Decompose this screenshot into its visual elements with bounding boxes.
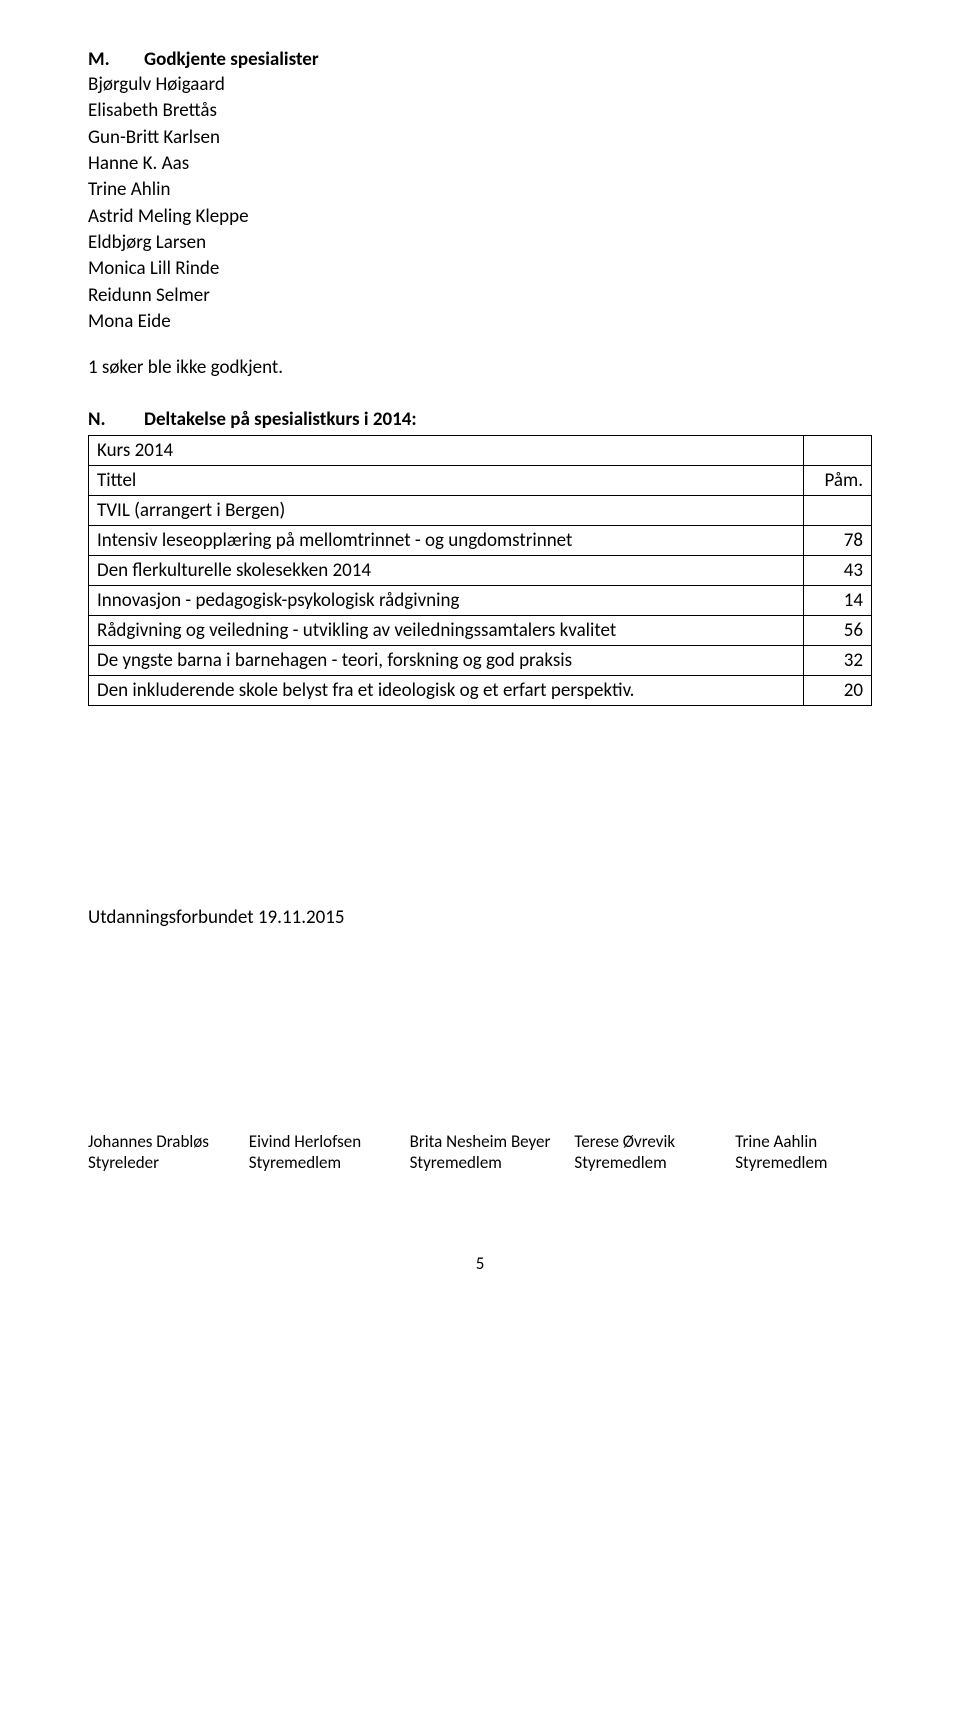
course-count: 56 (804, 616, 872, 646)
specialist-name: Hanne K. Aas (88, 152, 872, 176)
table-row: De yngste barna i barnehagen - teori, fo… (89, 646, 872, 676)
signature-name: Brita Nesheim Beyer (410, 1131, 551, 1152)
signature: Johannes Drabløs Styreleder (88, 1131, 225, 1173)
table-row: Den flerkulturelle skolesekken 2014 43 (89, 556, 872, 586)
course-year-label: Kurs 2014 (89, 436, 804, 466)
table-row: TVIL (arrangert i Bergen) (89, 496, 872, 526)
specialist-name: Trine Ahlin (88, 178, 872, 202)
specialist-name: Monica Lill Rinde (88, 257, 872, 281)
course-count-header: Påm. (804, 466, 872, 496)
signature: Trine Aahlin Styremedlem (735, 1131, 872, 1173)
table-row: Tittel Påm. (89, 466, 872, 496)
section-n-title: Deltakelse på spesialistkurs i 2014: (144, 408, 417, 431)
table-row: Innovasjon - pedagogisk-psykologisk rådg… (89, 586, 872, 616)
course-label: Den inkluderende skole belyst fra et ide… (89, 676, 804, 706)
page-number: 5 (88, 1253, 872, 1274)
signature-name: Terese Øvrevik (574, 1131, 711, 1152)
signature-role: Styremedlem (410, 1152, 551, 1173)
signatures-row: Johannes Drabløs Styreleder Eivind Herlo… (88, 1131, 872, 1173)
table-row: Kurs 2014 (89, 436, 872, 466)
section-m-heading: M.Godkjente spesialister (88, 48, 872, 71)
course-label: Innovasjon - pedagogisk-psykologisk rådg… (89, 586, 804, 616)
signature: Brita Nesheim Beyer Styremedlem (410, 1131, 551, 1173)
specialist-name: Astrid Meling Kleppe (88, 205, 872, 229)
table-row: Intensiv leseopplæring på mellomtrinnet … (89, 526, 872, 556)
signature-role: Styremedlem (574, 1152, 711, 1173)
signature-name: Eivind Herlofsen (249, 1131, 386, 1152)
section-m-note: 1 søker ble ikke godkjent. (88, 356, 872, 380)
section-n-letter: N. (88, 408, 144, 431)
course-count: 14 (804, 586, 872, 616)
course-label: Rådgivning og veiledning - utvikling av … (89, 616, 804, 646)
table-row: Den inkluderende skole belyst fra et ide… (89, 676, 872, 706)
specialists-list: Bjørgulv Høigaard Elisabeth Brettås Gun-… (88, 73, 872, 334)
specialist-name: Bjørgulv Høigaard (88, 73, 872, 97)
course-count (804, 496, 872, 526)
signature-role: Styremedlem (735, 1152, 872, 1173)
course-count: 43 (804, 556, 872, 586)
table-row: Rådgivning og veiledning - utvikling av … (89, 616, 872, 646)
signature-role: Styremedlem (249, 1152, 386, 1173)
signature: Eivind Herlofsen Styremedlem (249, 1131, 386, 1173)
section-n-heading: N.Deltakelse på spesialistkurs i 2014: (88, 408, 872, 431)
course-label: TVIL (arrangert i Bergen) (89, 496, 804, 526)
course-count: 20 (804, 676, 872, 706)
signature-name: Trine Aahlin (735, 1131, 872, 1152)
specialist-name: Mona Eide (88, 310, 872, 334)
course-count: 32 (804, 646, 872, 676)
course-title-header: Tittel (89, 466, 804, 496)
section-m-letter: M. (88, 48, 144, 71)
table-cell-empty (804, 436, 872, 466)
signature-role: Styreleder (88, 1152, 225, 1173)
specialist-name: Reidunn Selmer (88, 284, 872, 308)
footer-line: Utdanningsforbundet 19.11.2015 (88, 906, 872, 930)
course-label: Den flerkulturelle skolesekken 2014 (89, 556, 804, 586)
course-count: 78 (804, 526, 872, 556)
signature: Terese Øvrevik Styremedlem (574, 1131, 711, 1173)
signature-name: Johannes Drabløs (88, 1131, 225, 1152)
specialist-name: Eldbjørg Larsen (88, 231, 872, 255)
section-m-title: Godkjente spesialister (144, 48, 319, 71)
specialist-name: Gun-Britt Karlsen (88, 126, 872, 150)
specialist-name: Elisabeth Brettås (88, 99, 872, 123)
course-table: Kurs 2014 Tittel Påm. TVIL (arrangert i … (88, 435, 872, 706)
course-label: Intensiv leseopplæring på mellomtrinnet … (89, 526, 804, 556)
course-label: De yngste barna i barnehagen - teori, fo… (89, 646, 804, 676)
